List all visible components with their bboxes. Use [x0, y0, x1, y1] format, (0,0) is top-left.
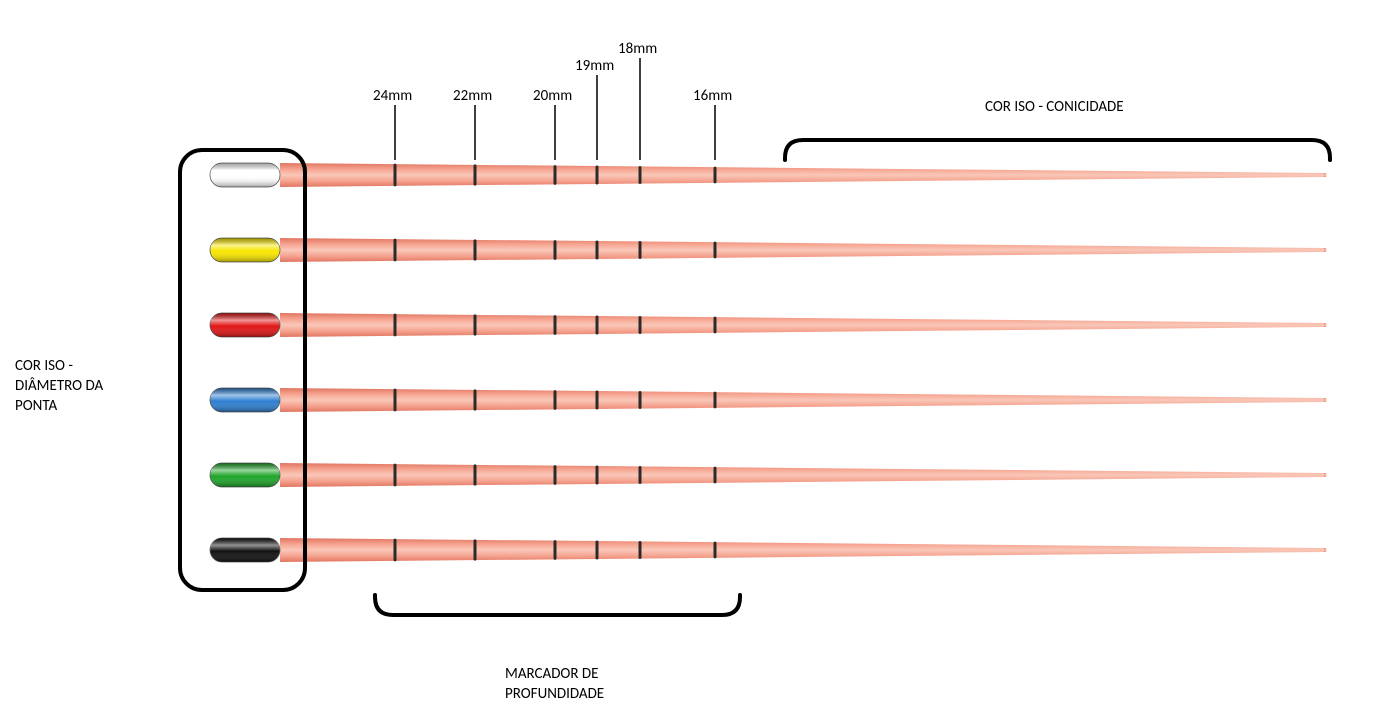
left-bracket [180, 150, 305, 590]
cone-handle-sheen [210, 163, 280, 187]
gutta-percha-cone [210, 238, 1327, 262]
cone-handle-sheen [210, 538, 280, 562]
cone-tip-end [1324, 173, 1327, 177]
cone-handle-sheen [210, 463, 280, 487]
gutta-percha-cone [210, 313, 1327, 337]
cone-body [280, 388, 1325, 412]
bottom-label-line2: PROFUNDIDADE [505, 685, 604, 703]
cone-tip-end [1324, 248, 1327, 252]
left-label-line2: DIÂMETRO DA [15, 377, 103, 395]
depth-label-24: 24mm [373, 87, 412, 105]
bottom-label-line1: MARCADOR DE [505, 665, 598, 683]
cone-handle-sheen [210, 313, 280, 337]
cone-body [280, 463, 1325, 487]
cone-tip-end [1324, 473, 1327, 477]
bottom-bracket [375, 595, 740, 615]
depth-label-16: 16mm [693, 87, 732, 105]
right-label: COR ISO - CONICIDADE [985, 98, 1124, 116]
cone-body [280, 313, 1325, 337]
gutta-percha-cone [210, 463, 1327, 487]
gutta-percha-diagram [0, 0, 1388, 727]
depth-label-18: 18mm [618, 40, 657, 58]
depth-label-20: 20mm [533, 87, 572, 105]
gutta-percha-cone [210, 163, 1327, 187]
gutta-percha-cone [210, 538, 1327, 562]
cone-body [280, 538, 1325, 562]
right-bracket [785, 140, 1330, 160]
gutta-percha-cone [210, 388, 1327, 412]
cone-body [280, 238, 1325, 262]
cone-handle-sheen [210, 388, 280, 412]
cone-handle-sheen [210, 238, 280, 262]
cone-tip-end [1324, 323, 1327, 327]
cone-body [280, 163, 1325, 187]
cone-tip-end [1324, 398, 1327, 402]
depth-label-19: 19mm [575, 57, 614, 75]
depth-label-22: 22mm [453, 87, 492, 105]
left-label-line3: PONTA [15, 397, 57, 415]
left-label-line1: COR ISO - [15, 357, 73, 375]
cone-tip-end [1324, 548, 1327, 552]
